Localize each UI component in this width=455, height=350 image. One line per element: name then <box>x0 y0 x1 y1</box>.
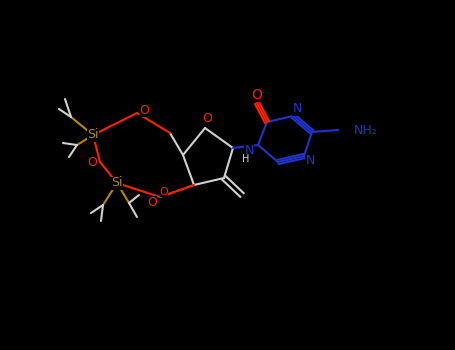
Text: N: N <box>292 103 302 116</box>
Text: O: O <box>252 88 263 102</box>
Text: NH₂: NH₂ <box>354 125 378 138</box>
Text: N: N <box>244 144 254 156</box>
Text: N: N <box>305 154 315 168</box>
Text: O: O <box>87 155 97 168</box>
Text: O: O <box>147 196 157 209</box>
Text: H: H <box>243 154 250 164</box>
Text: O: O <box>160 187 168 197</box>
Text: O: O <box>139 104 149 117</box>
Text: O: O <box>202 112 212 125</box>
Text: Si: Si <box>87 128 99 141</box>
Text: Si: Si <box>111 176 123 189</box>
